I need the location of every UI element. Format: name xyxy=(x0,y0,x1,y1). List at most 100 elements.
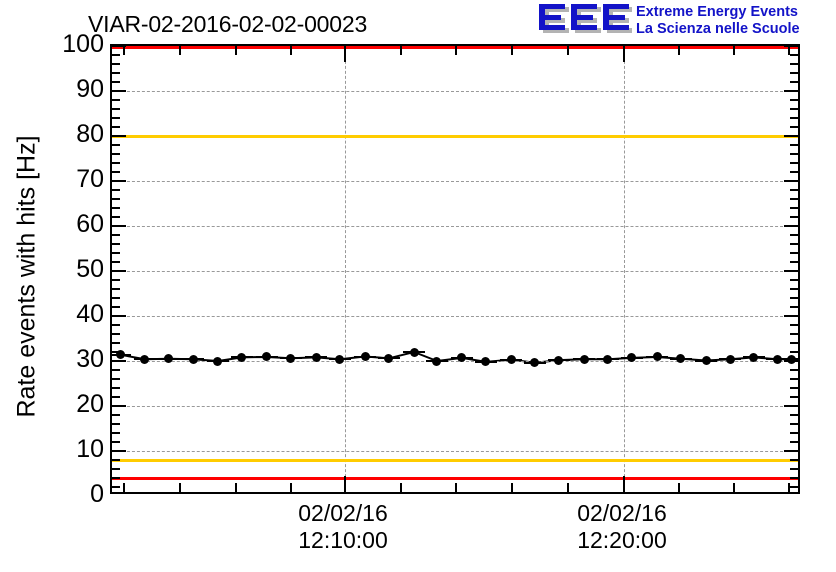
y-axis-major-tick xyxy=(112,270,126,272)
y-axis-minor-tick xyxy=(790,297,798,299)
y-axis-minor-tick xyxy=(790,81,798,83)
data-point xyxy=(457,353,467,363)
y-axis-minor-tick xyxy=(112,324,120,326)
horizontal-gridline xyxy=(112,226,798,227)
data-point xyxy=(335,354,345,364)
x-axis-minor-tick xyxy=(289,46,292,55)
y-axis-minor-tick xyxy=(112,63,120,65)
y-axis-minor-tick xyxy=(112,441,120,443)
x-axis-minor-tick xyxy=(732,46,735,55)
y-axis-minor-tick xyxy=(112,396,120,398)
y-axis-minor-tick xyxy=(790,441,798,443)
data-point xyxy=(772,354,782,364)
threshold-line-lower-warning xyxy=(112,459,798,463)
y-axis-tick-label: 20 xyxy=(76,390,104,418)
y-axis-minor-tick xyxy=(790,423,798,425)
data-connector-line xyxy=(119,350,792,364)
y-axis-minor-tick xyxy=(112,198,120,200)
y-axis-title: Rate events with hits [Hz] xyxy=(12,135,41,418)
y-axis-minor-tick xyxy=(790,486,798,488)
y-axis-minor-tick xyxy=(112,306,120,308)
y-axis-minor-tick xyxy=(790,342,798,344)
x-axis-minor-tick xyxy=(677,483,680,492)
y-axis-minor-tick xyxy=(112,342,120,344)
y-axis-minor-tick xyxy=(112,81,120,83)
y-axis-major-tick xyxy=(112,180,126,182)
y-axis-major-tick xyxy=(112,315,126,317)
y-axis-minor-tick xyxy=(112,288,120,290)
y-axis-minor-tick xyxy=(112,126,120,128)
horizontal-gridline xyxy=(112,91,798,92)
data-point xyxy=(384,353,394,363)
threshold-line-upper-alarm xyxy=(112,46,798,49)
data-point xyxy=(676,354,686,364)
y-axis-major-tick xyxy=(784,180,798,182)
y-axis-minor-tick xyxy=(112,279,120,281)
y-axis-major-tick xyxy=(112,90,126,92)
y-axis-minor-tick xyxy=(790,243,798,245)
x-axis-minor-tick xyxy=(567,483,570,492)
y-axis-minor-tick xyxy=(790,324,798,326)
threshold-line-lower-alarm xyxy=(112,477,798,481)
y-axis-minor-tick xyxy=(112,144,120,146)
y-axis-minor-tick xyxy=(790,369,798,371)
y-axis-minor-tick xyxy=(790,288,798,290)
y-axis-minor-tick xyxy=(112,432,120,434)
x-axis-minor-tick xyxy=(179,46,182,55)
y-axis-minor-tick xyxy=(790,468,798,470)
page-title: VIAR-02-2016-02-02-00023 xyxy=(88,11,368,37)
y-axis-minor-tick xyxy=(790,171,798,173)
data-point xyxy=(213,356,223,366)
y-axis-minor-tick xyxy=(790,378,798,380)
data-point xyxy=(115,350,125,360)
y-axis-minor-tick xyxy=(112,252,120,254)
x-axis-minor-tick xyxy=(788,46,791,55)
y-axis-tick-label: 50 xyxy=(76,255,104,283)
y-axis-major-tick xyxy=(784,450,798,452)
horizontal-gridline xyxy=(112,361,798,362)
horizontal-gridline xyxy=(112,181,798,182)
y-axis-minor-tick xyxy=(790,144,798,146)
y-axis-major-tick xyxy=(784,405,798,407)
y-axis-minor-tick xyxy=(790,207,798,209)
y-axis-minor-tick xyxy=(112,54,120,56)
data-point xyxy=(554,355,564,365)
data-point xyxy=(432,356,442,366)
y-axis-minor-tick xyxy=(790,252,798,254)
horizontal-gridline xyxy=(112,271,798,272)
y-axis-major-tick xyxy=(784,135,798,137)
y-axis-major-tick xyxy=(784,225,798,227)
data-point xyxy=(164,354,174,364)
y-axis-minor-tick xyxy=(790,162,798,164)
y-axis-minor-tick xyxy=(790,234,798,236)
y-axis-minor-tick xyxy=(112,378,120,380)
y-axis-tick-label: 100 xyxy=(62,30,104,58)
x-axis-minor-tick xyxy=(179,483,182,492)
eee-logo: Extreme Energy Events La Scienza nelle S… xyxy=(536,4,832,42)
x-axis-tick-label: 02/02/16 12:10:00 xyxy=(243,500,443,554)
y-axis-minor-tick xyxy=(112,117,120,119)
data-point xyxy=(481,357,491,367)
data-point xyxy=(188,354,198,364)
x-axis-minor-tick xyxy=(788,483,791,492)
y-axis-minor-tick xyxy=(790,261,798,263)
y-axis-minor-tick xyxy=(112,99,120,101)
y-axis-minor-tick xyxy=(790,387,798,389)
y-axis-minor-tick xyxy=(112,477,120,479)
y-axis-major-tick xyxy=(784,315,798,317)
y-axis-minor-tick xyxy=(790,477,798,479)
y-axis-minor-tick xyxy=(112,171,120,173)
plot-inner xyxy=(112,46,798,492)
y-axis-minor-tick xyxy=(112,189,120,191)
data-point xyxy=(579,354,589,364)
y-axis-tick-label: 40 xyxy=(76,300,104,328)
y-axis-tick-label: 90 xyxy=(76,75,104,103)
y-axis-minor-tick xyxy=(790,117,798,119)
y-axis-tick-labels: 0 10 20 30 40 50 60 70 80 90 100 xyxy=(56,32,104,507)
y-axis-minor-tick xyxy=(112,414,120,416)
x-axis-minor-tick xyxy=(234,46,237,55)
y-axis-minor-tick xyxy=(790,432,798,434)
eee-logo-text: Extreme Energy Events La Scienza nelle S… xyxy=(636,4,800,38)
x-axis-tick-labels: 02/02/16 12:10:00 02/02/16 12:20:00 xyxy=(110,500,800,570)
y-axis-major-tick xyxy=(112,135,126,137)
